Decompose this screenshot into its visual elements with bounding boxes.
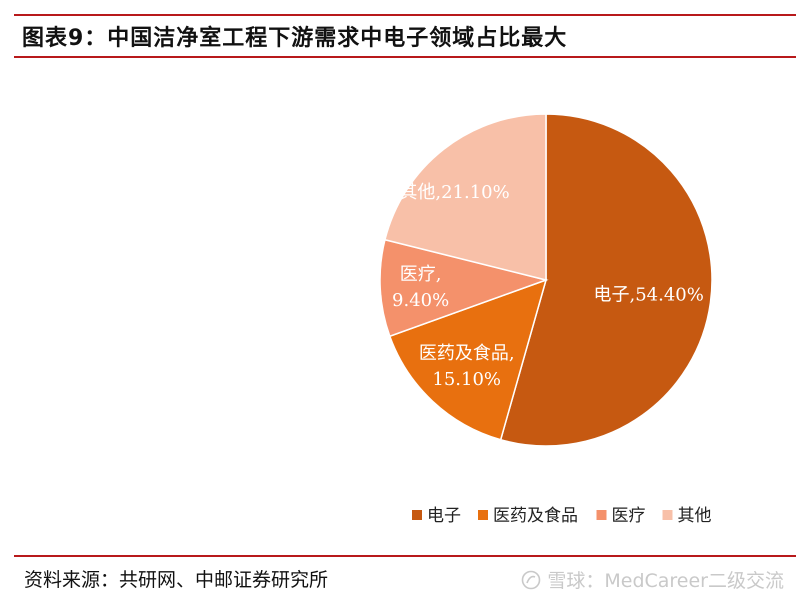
legend-label-4: 其他 <box>678 506 712 526</box>
slice-label-1-line-1: 电子,54.40% <box>593 285 703 306</box>
top-rule <box>14 14 796 16</box>
pie-slice-4 <box>384 113 547 281</box>
legend-label-2: 医药及食品 <box>493 506 578 526</box>
watermark: 雪球：MedCareer二级交流 <box>521 566 784 593</box>
legend-label-1: 电子 <box>427 506 461 526</box>
title-rule <box>14 56 796 58</box>
snowball-logo-icon <box>522 570 541 589</box>
legend-swatch-3 <box>596 510 607 520</box>
legend-swatch-2 <box>478 510 488 520</box>
pie-slices <box>379 113 713 447</box>
pie-slice-3 <box>379 238 549 338</box>
source-note: 资料来源：共研网、中邮证券研究所 <box>24 569 329 591</box>
pie-slice-2 <box>388 278 548 441</box>
slice-label-3-line-2: 9.40% <box>392 290 449 311</box>
watermark-text: 雪球：MedCareer二级交流 <box>547 570 784 592</box>
slice-label-2-line-1: 医药及食品, <box>419 343 515 364</box>
page-title: 图表9：中国洁净室工程下游需求中电子领域占比最大 <box>22 26 568 51</box>
pie-slice-1 <box>499 113 713 447</box>
legend-label-3: 医疗 <box>612 506 646 526</box>
legend-swatch-4 <box>662 510 673 520</box>
pie-labels: 电子,54.40% 医药及食品, 15.10% 医疗, 9.40% 其他,21.10% <box>392 182 704 390</box>
legend-swatch-1 <box>412 510 422 520</box>
slice-label-3-line-1: 医疗, <box>400 264 442 285</box>
chart-legend: 电子 医药及食品 医疗 其他 <box>412 506 712 526</box>
bottom-rule <box>14 555 796 557</box>
slice-label-2-line-2: 15.10% <box>432 369 501 390</box>
slice-label-4-line-1: 其他,21.10% <box>399 182 509 203</box>
